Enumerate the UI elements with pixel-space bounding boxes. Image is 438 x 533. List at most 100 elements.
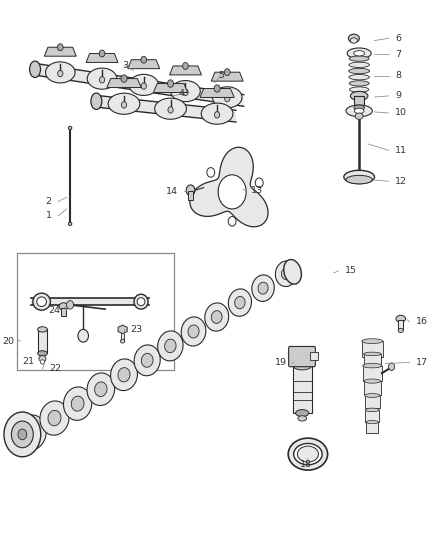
Ellipse shape <box>346 175 372 184</box>
Circle shape <box>58 70 63 77</box>
Ellipse shape <box>165 339 176 353</box>
Polygon shape <box>153 84 188 93</box>
Text: 10: 10 <box>395 109 407 117</box>
Circle shape <box>215 111 220 118</box>
Bar <box>61 308 66 316</box>
Ellipse shape <box>137 297 145 306</box>
Text: 13: 13 <box>251 186 264 195</box>
Text: 6: 6 <box>395 34 401 43</box>
Circle shape <box>67 301 74 309</box>
Circle shape <box>168 107 173 113</box>
Ellipse shape <box>134 345 160 376</box>
Ellipse shape <box>37 297 46 306</box>
Ellipse shape <box>205 303 229 331</box>
Ellipse shape <box>347 48 371 59</box>
Bar <box>17 253 174 370</box>
Ellipse shape <box>276 261 297 287</box>
Text: 5: 5 <box>218 71 224 80</box>
Ellipse shape <box>181 317 206 346</box>
Ellipse shape <box>211 311 222 324</box>
Ellipse shape <box>33 293 50 310</box>
Circle shape <box>225 95 230 102</box>
Text: 14: 14 <box>166 187 178 196</box>
Text: 1: 1 <box>46 212 52 220</box>
Bar <box>398 320 403 330</box>
Circle shape <box>218 175 246 209</box>
Bar <box>310 352 318 360</box>
Circle shape <box>255 178 263 188</box>
Bar <box>362 341 383 357</box>
Circle shape <box>11 421 33 448</box>
Circle shape <box>99 50 105 57</box>
Circle shape <box>18 429 27 440</box>
Text: 15: 15 <box>345 266 357 275</box>
Ellipse shape <box>38 351 47 356</box>
Text: 12: 12 <box>395 177 407 185</box>
Ellipse shape <box>188 325 199 338</box>
Polygon shape <box>96 95 236 122</box>
Circle shape <box>207 167 215 177</box>
Circle shape <box>78 329 88 342</box>
Ellipse shape <box>354 105 364 110</box>
FancyBboxPatch shape <box>289 346 315 367</box>
Ellipse shape <box>38 327 47 332</box>
Circle shape <box>186 185 195 196</box>
Text: 22: 22 <box>49 365 61 373</box>
Circle shape <box>228 216 236 226</box>
Ellipse shape <box>349 75 369 80</box>
Ellipse shape <box>25 425 38 440</box>
Ellipse shape <box>134 294 148 309</box>
Ellipse shape <box>120 340 125 343</box>
Polygon shape <box>170 66 201 75</box>
Bar <box>364 354 381 366</box>
Ellipse shape <box>350 87 369 92</box>
Ellipse shape <box>252 275 274 301</box>
Circle shape <box>99 77 105 83</box>
Ellipse shape <box>362 339 383 343</box>
Circle shape <box>183 62 188 69</box>
Ellipse shape <box>155 98 187 119</box>
Ellipse shape <box>228 289 251 316</box>
Ellipse shape <box>398 328 403 333</box>
Bar <box>364 381 381 395</box>
Polygon shape <box>211 72 243 81</box>
Bar <box>364 395 380 408</box>
Ellipse shape <box>71 396 84 411</box>
Text: 17: 17 <box>416 358 428 367</box>
Ellipse shape <box>212 87 242 108</box>
Ellipse shape <box>297 446 318 462</box>
Ellipse shape <box>354 108 364 114</box>
Ellipse shape <box>349 62 369 68</box>
Ellipse shape <box>87 373 115 406</box>
Ellipse shape <box>40 360 45 364</box>
Ellipse shape <box>16 415 46 450</box>
Bar <box>38 329 47 353</box>
Ellipse shape <box>365 408 379 411</box>
Ellipse shape <box>281 268 291 279</box>
Ellipse shape <box>95 382 107 397</box>
Bar <box>293 365 312 413</box>
Text: 4: 4 <box>179 90 185 98</box>
Ellipse shape <box>296 409 309 417</box>
Ellipse shape <box>46 62 75 83</box>
Text: 8: 8 <box>395 71 401 80</box>
Ellipse shape <box>364 352 381 356</box>
Ellipse shape <box>349 68 370 74</box>
Text: 20: 20 <box>2 337 14 345</box>
Circle shape <box>141 56 147 63</box>
Polygon shape <box>86 53 118 62</box>
Text: 2: 2 <box>46 197 52 206</box>
Ellipse shape <box>364 393 380 398</box>
Bar <box>188 191 193 200</box>
Ellipse shape <box>346 105 372 117</box>
Bar <box>366 422 378 433</box>
Bar <box>365 410 379 422</box>
Ellipse shape <box>293 360 312 370</box>
Ellipse shape <box>40 401 69 435</box>
Ellipse shape <box>349 56 369 61</box>
Ellipse shape <box>258 282 268 294</box>
Ellipse shape <box>158 331 183 361</box>
Ellipse shape <box>364 379 381 383</box>
Ellipse shape <box>350 38 357 43</box>
Ellipse shape <box>344 170 374 183</box>
